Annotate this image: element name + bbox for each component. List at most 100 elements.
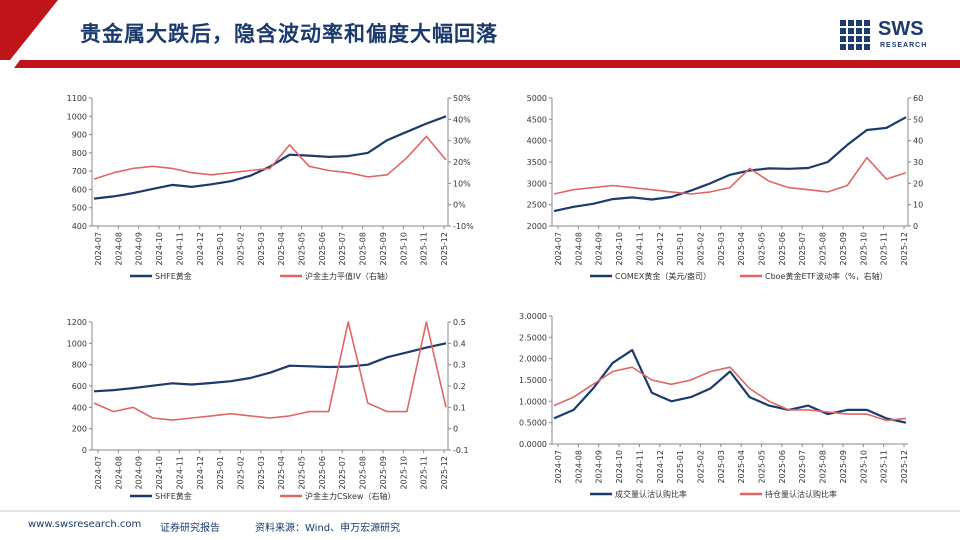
series-line-0 [93,342,447,393]
x-tick-label: 2025-11 [420,456,429,489]
x-tick-label: 2025-11 [420,232,429,265]
chart-put-call-ratio: 0.0000 0.5000 1.0000 1.5000 2.0000 2.5000 3.00… [519,312,909,499]
right-tick-label: 0.2 [453,382,466,391]
right-tick-label: 20% [453,158,471,167]
x-tick-label: 2024-07 [554,450,563,483]
left-tick-label: 400 [72,403,87,412]
x-tick-label: 2024-11 [635,232,644,265]
x-tick-label: 2024-09 [595,232,604,265]
left-tick-label: 800 [72,149,87,158]
header-red-wedge [0,0,58,60]
x-tick-label: 2024-12 [656,450,665,483]
footer: www.swsresearch.com 证券研究报告 资料来源：Wind、申万宏… [0,510,960,540]
legend-label: 沪金主力CSkew（右轴） [305,491,395,501]
left-tick-label: 600 [72,382,87,391]
x-tick-label: 2025-10 [859,232,868,265]
left-tick-label: 1.5000 [519,376,547,385]
x-tick-label: 2025-12 [440,456,449,489]
x-tick-label: 2024-11 [175,232,184,265]
x-tick-label: 2025-06 [778,450,787,483]
x-tick-label: 2025-04 [277,456,286,489]
x-tick-label: 2025-07 [798,232,807,265]
right-tick-label: 50 [913,115,923,124]
x-tick-label: 2024-09 [135,232,144,265]
x-tick-label: 2025-09 [839,232,848,265]
left-tick-label: 400 [72,222,87,231]
x-tick-label: 2025-02 [236,456,245,489]
x-tick-label: 2024-07 [554,232,563,265]
left-tick-label: 0.0000 [519,440,547,449]
x-tick-label: 2025-11 [880,232,889,265]
x-tick-label: 2025-10 [859,450,868,483]
x-tick-label: 2025-09 [379,456,388,489]
x-tick-label: 2025-03 [257,232,266,265]
legend-label: 沪金主力平值IV（右轴） [305,271,393,281]
x-tick-label: 2024-12 [196,232,205,265]
right-tick-label: 0 [913,222,918,231]
right-tick-label: 0.1 [453,403,466,412]
x-tick-label: 2025-08 [359,232,368,265]
left-tick-label: 4000 [527,137,547,146]
legend-label: 成交量认沽认购比率 [615,489,687,499]
right-tick-label: 20 [913,179,923,188]
right-tick-label: 0 [453,425,458,434]
x-tick-label: 2025-04 [737,232,746,265]
series-line-0 [553,348,907,424]
left-tick-label: 1100 [67,94,87,103]
x-tick-label: 2025-12 [440,232,449,265]
x-tick-label: 2025-08 [359,456,368,489]
left-tick-label: 4500 [527,115,547,124]
header-decoration [0,0,960,68]
series-line-1 [553,366,907,422]
left-tick-label: 900 [72,131,87,140]
header-bar: 贵金属大跌后，隐含波动率和偏度大幅回落 SWS RESEARCH [0,0,960,72]
x-tick-label: 2024-07 [94,456,103,489]
header-red-bar [14,60,960,68]
right-tick-label: 0.5 [453,318,466,327]
left-tick-label: 3000 [527,179,547,188]
logo-text: SWS [878,18,924,40]
right-tick-label: 30% [453,137,471,146]
x-tick-label: 2025-05 [298,456,307,489]
right-tick-label: 0.4 [453,339,466,348]
footer-website[interactable]: www.swsresearch.com [28,519,142,530]
right-tick-label: 40% [453,115,471,124]
right-tick-label: 40 [913,137,923,146]
x-tick-label: 2024-08 [574,232,583,265]
left-tick-label: 2000 [527,222,547,231]
left-tick-label: 500 [72,204,87,213]
left-tick-label: 700 [72,167,87,176]
right-tick-label: 10% [453,179,471,188]
right-tick-label: 60 [913,94,923,103]
x-tick-label: 2025-01 [216,456,225,489]
x-tick-label: 2025-12 [900,232,909,265]
right-tick-label: 50% [453,94,471,103]
x-tick-label: 2025-11 [880,450,889,483]
x-tick-label: 2024-11 [175,456,184,489]
footer-source: 资料来源：Wind、申万宏源研究 [255,523,401,534]
x-tick-label: 2024-12 [196,456,205,489]
x-tick-label: 2025-10 [399,232,408,265]
page-title: 贵金属大跌后，隐含波动率和偏度大幅回落 [80,22,498,46]
x-tick-label: 2025-04 [277,232,286,265]
footer-divider [0,510,960,512]
series-line-1 [93,321,447,421]
x-tick-label: 2024-07 [94,232,103,265]
legend-label: SHFE黄金 [155,491,192,501]
x-tick-label: 2025-01 [676,450,685,483]
x-tick-label: 2025-05 [758,450,767,483]
left-tick-label: 2.5000 [519,333,547,342]
logo: SWS RESEARCH [838,16,938,56]
x-tick-label: 2025-02 [696,232,705,265]
chart-comex-gold-volatility: 2000 2500 3000 3500 4000 4500 5000 0 10 20 30 40 50 6… [527,94,924,281]
x-tick-label: 2025-08 [819,232,828,265]
right-tick-label: 10 [913,201,923,210]
left-tick-label: 3500 [527,158,547,167]
x-tick-label: 2025-06 [318,232,327,265]
x-tick-label: 2025-03 [257,456,266,489]
series-line-1 [553,156,907,195]
legend-label: COMEX黄金（美元/盎司） [615,271,711,281]
x-tick-label: 2024-10 [155,232,164,265]
legend-label: SHFE黄金 [155,271,192,281]
x-tick-label: 2025-03 [717,232,726,265]
